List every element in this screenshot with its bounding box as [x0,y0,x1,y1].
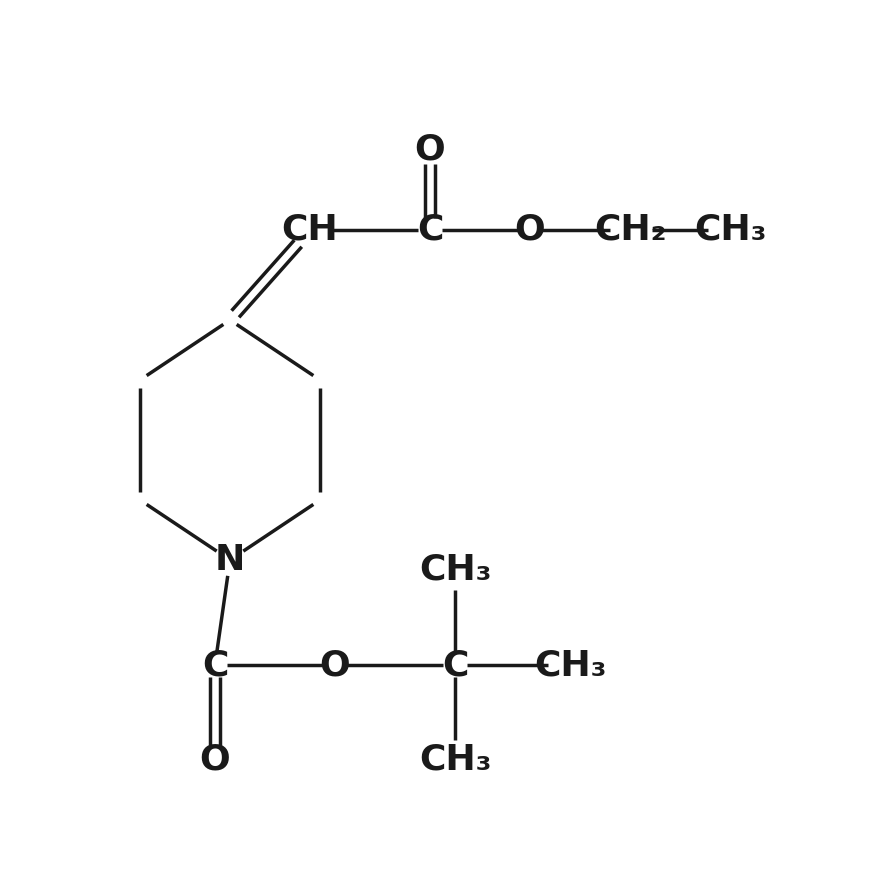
Text: CH₃: CH₃ [534,648,606,682]
Text: CH₃: CH₃ [419,743,491,777]
Text: O: O [199,743,231,777]
Text: C: C [202,648,228,682]
Text: CH₃: CH₃ [693,213,766,247]
Text: CH₃: CH₃ [419,553,491,587]
Text: O: O [415,133,445,167]
Text: CH: CH [281,213,338,247]
Text: CH₂: CH₂ [594,213,667,247]
Text: C: C [417,213,443,247]
Text: C: C [441,648,468,682]
Text: O: O [320,648,351,682]
Text: N: N [214,543,245,577]
Text: O: O [514,213,546,247]
